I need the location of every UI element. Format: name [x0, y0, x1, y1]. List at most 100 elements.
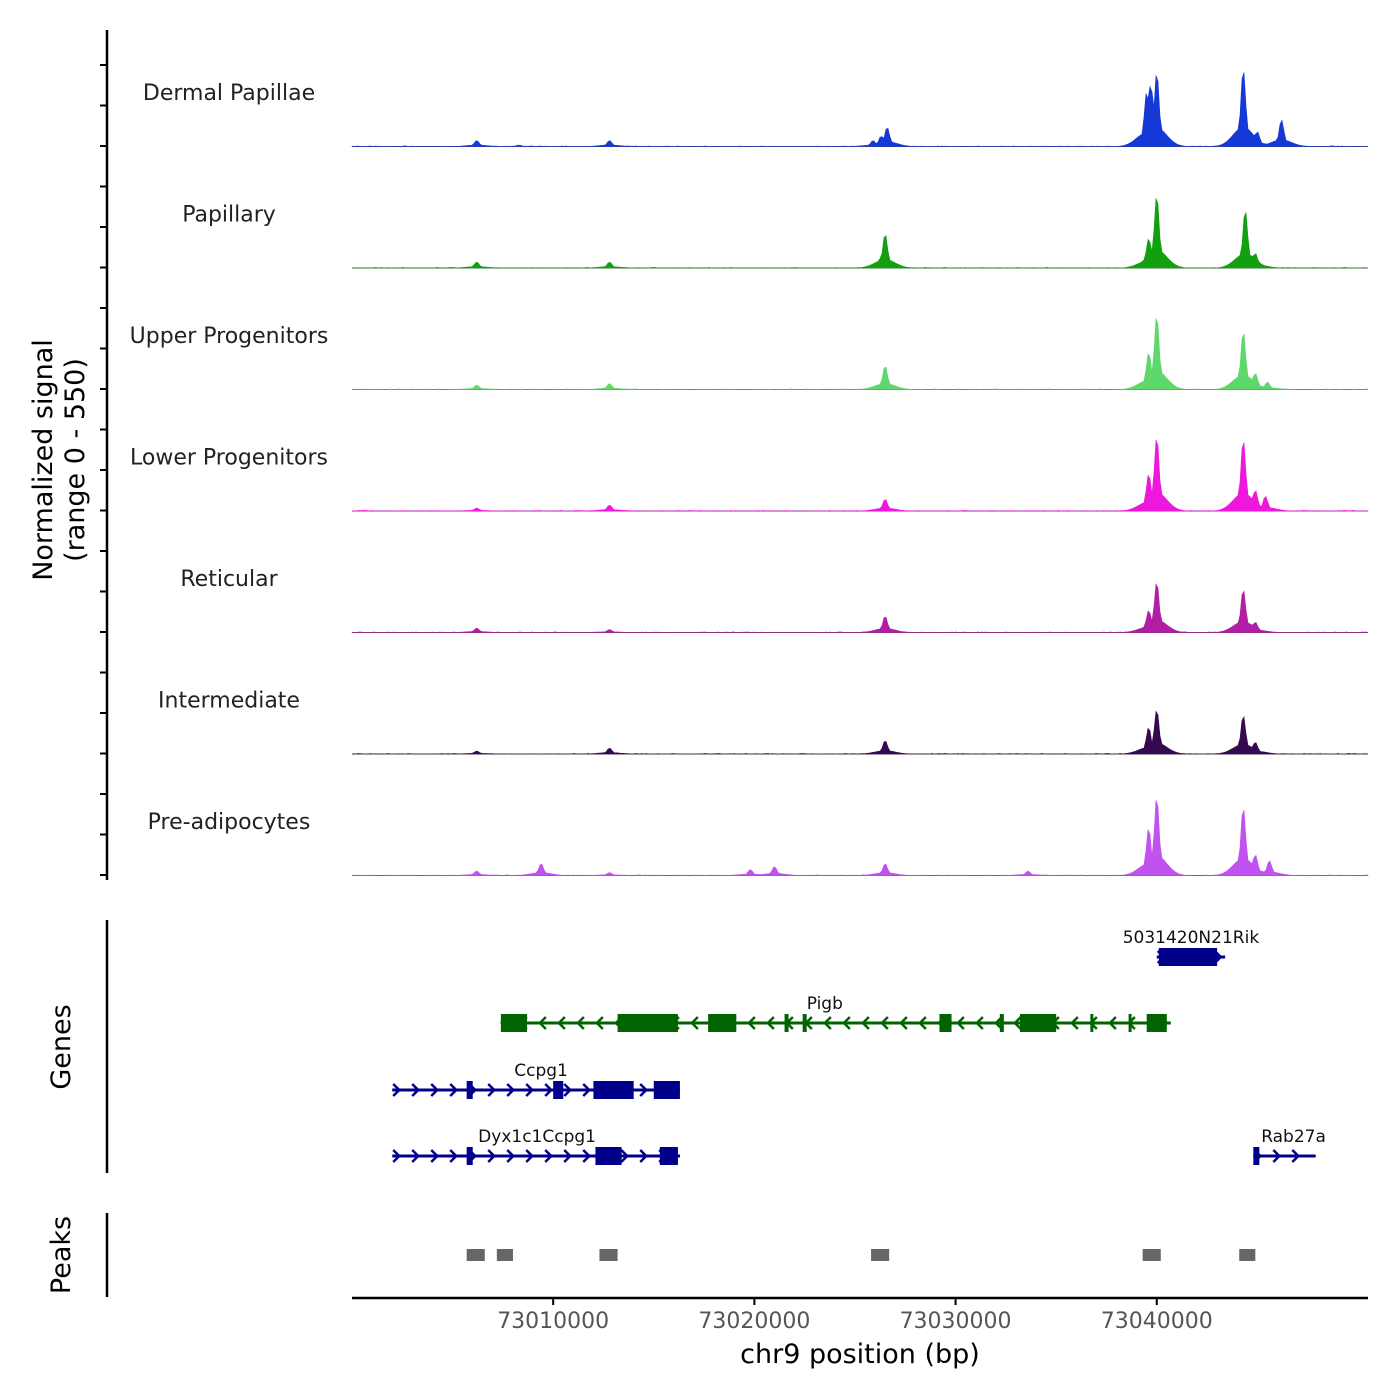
strand-chevron: [544, 1149, 554, 1163]
peak-region: [871, 1249, 890, 1261]
track-label: Intermediate: [158, 689, 300, 714]
signal-tracks: [351, 72, 1369, 876]
exon-block: [802, 1014, 807, 1032]
strand-chevron: [823, 1016, 832, 1030]
track-label: Upper Progenitors: [130, 324, 329, 349]
y-axis-label-line1: Normalized signal: [28, 339, 59, 581]
strand-chevron: [1291, 1149, 1301, 1163]
strand-chevron: [557, 1016, 566, 1030]
strand-chevron: [1013, 1016, 1022, 1030]
exon-block: [653, 1081, 680, 1099]
strand-chevron: [487, 1149, 497, 1163]
track-label: Lower Progenitors: [130, 446, 328, 471]
strand-chevron: [449, 1083, 459, 1097]
strand-chevron: [861, 1016, 870, 1030]
strand-chevron: [639, 1083, 649, 1097]
strand-chevron: [899, 1016, 908, 1030]
gene-label: Ccpg1: [514, 1061, 568, 1081]
track-labels: Dermal Papillae Papillary Upper Progenitor…: [130, 81, 329, 835]
strand-chevron: [1108, 1016, 1117, 1030]
strand-chevron: [430, 1083, 440, 1097]
strand-chevron: [411, 1149, 421, 1163]
exon-block: [1158, 948, 1218, 966]
gene-label: Rab27a: [1261, 1127, 1326, 1147]
track-label: Papillary: [182, 203, 276, 228]
strand-chevron: [449, 1149, 459, 1163]
signal-y-axis: [100, 30, 109, 880]
x-tick-label: 73020000: [698, 1309, 810, 1334]
strand-chevron: [690, 1016, 699, 1030]
track-label: Reticular: [180, 567, 278, 592]
strand-chevron: [563, 1149, 573, 1163]
strand-chevron: [620, 1149, 630, 1163]
strand-chevron: [766, 1016, 775, 1030]
x-tick-label: 73030000: [900, 1309, 1012, 1334]
strand-chevron: [639, 1149, 649, 1163]
exon-block: [553, 1081, 564, 1099]
strand-chevron: [576, 1016, 585, 1030]
signal-track-6: [351, 800, 1369, 876]
strand-chevron: [525, 1083, 535, 1097]
exon-block: [1019, 1014, 1057, 1032]
strand-chevron: [506, 1083, 516, 1097]
exon-block: [466, 1081, 473, 1099]
strand-chevron: [842, 1016, 851, 1030]
exon-block: [466, 1147, 473, 1165]
exon-block: [1146, 1014, 1167, 1032]
strand-chevron: [430, 1149, 440, 1163]
strand-chevron: [525, 1149, 535, 1163]
strand-chevron: [392, 1149, 402, 1163]
strand-chevron: [563, 1083, 573, 1097]
exon-block: [939, 1014, 952, 1032]
exon-block: [593, 1081, 634, 1099]
strand-chevron: [1272, 1149, 1282, 1163]
track-label: Dermal Papillae: [143, 81, 315, 106]
signal-track-5: [351, 710, 1369, 755]
signal-track-1: [351, 198, 1369, 269]
strand-chevron: [538, 1016, 547, 1030]
strand-chevron: [411, 1083, 421, 1097]
peak-region: [1142, 1249, 1161, 1261]
peaks-track: [466, 1249, 1256, 1261]
strand-chevron: [1070, 1016, 1079, 1030]
strand-chevron: [975, 1016, 984, 1030]
signal-track-3: [351, 439, 1369, 512]
x-axis-label: chr9 position (bp): [740, 1339, 980, 1370]
peak-region: [496, 1249, 513, 1261]
strand-chevron: [392, 1083, 402, 1097]
peak-region: [466, 1249, 485, 1261]
peak-region: [599, 1249, 618, 1261]
gene-label: Dyx1c1Ccpg1: [478, 1127, 596, 1147]
strand-chevron: [918, 1016, 927, 1030]
exon-block: [708, 1014, 737, 1032]
exon-block: [1090, 1014, 1094, 1032]
strand-chevron: [582, 1149, 592, 1163]
exon-block: [500, 1014, 528, 1032]
exon-block: [659, 1147, 678, 1165]
exon-block: [1253, 1147, 1260, 1165]
gene-label: Pigb: [807, 994, 843, 1014]
genes-axis-label: Genes: [46, 1004, 77, 1089]
strand-chevron: [487, 1083, 497, 1097]
strand-chevron: [956, 1016, 965, 1030]
strand-chevron: [506, 1149, 516, 1163]
exon-block: [1128, 1014, 1132, 1032]
y-axis-label-line2: (range 0 - 550): [60, 358, 91, 562]
signal-track-4: [351, 583, 1369, 633]
x-axis: 73010000 73020000 73030000 73040000: [352, 1296, 1368, 1334]
x-tick-label: 73040000: [1101, 1309, 1213, 1334]
exon-block: [999, 1014, 1004, 1032]
strand-chevron: [595, 1016, 604, 1030]
exon-block: [595, 1147, 622, 1165]
strand-chevron: [880, 1016, 889, 1030]
strand-chevron: [544, 1083, 554, 1097]
peak-region: [1239, 1249, 1256, 1261]
x-tick-label: 73010000: [497, 1309, 609, 1334]
exon-block: [784, 1014, 789, 1032]
track-label: Pre-adipocytes: [148, 810, 311, 835]
strand-chevron: [582, 1083, 592, 1097]
peaks-axis-label: Peaks: [46, 1216, 77, 1294]
signal-track-0: [351, 72, 1369, 147]
exon-block: [617, 1014, 678, 1032]
